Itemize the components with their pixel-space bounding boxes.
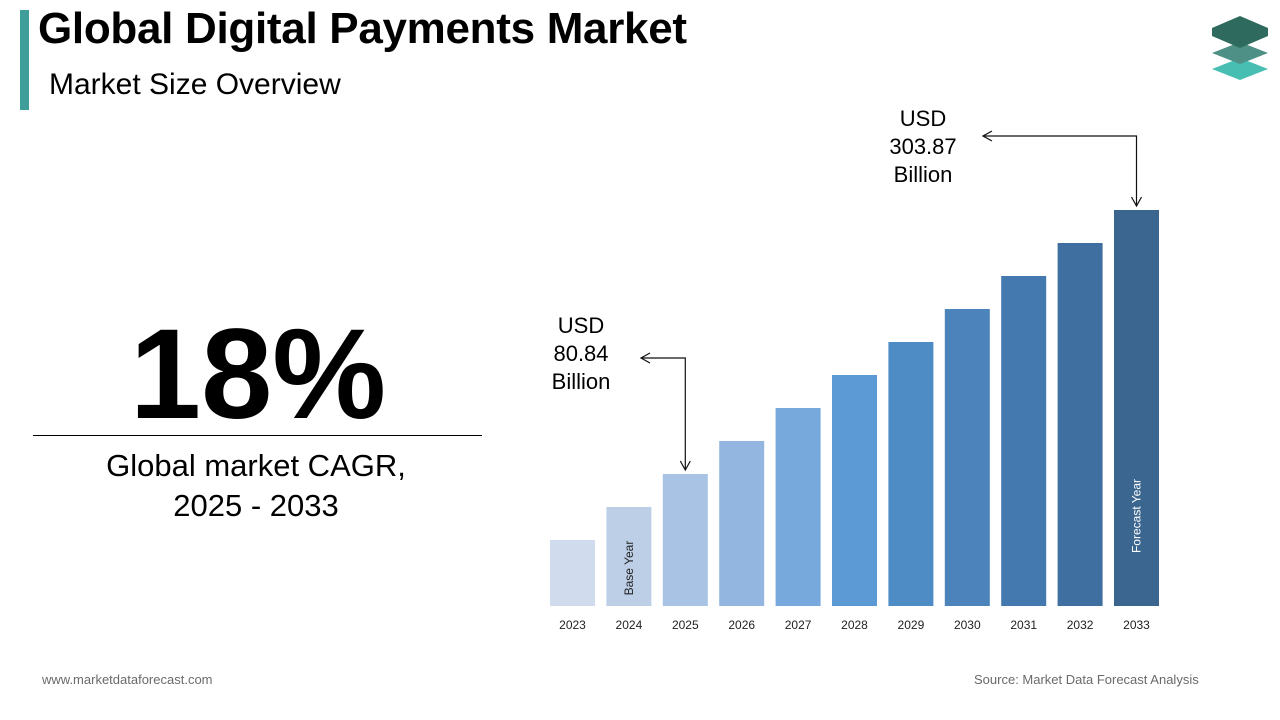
page-title: Global Digital Payments Market	[38, 4, 687, 53]
start-value-connector-arrowhead-left	[639, 352, 651, 364]
end-value-connector-arrowhead-down	[1130, 196, 1143, 208]
x-tick-label-2027: 2027	[785, 618, 812, 632]
x-tick-label-2026: 2026	[728, 618, 755, 632]
bar-label-2033: Forecast Year	[1130, 479, 1144, 553]
start-value-connector-arrowhead-down	[679, 460, 691, 472]
x-tick-label-2032: 2032	[1067, 618, 1094, 632]
end-value-connector-arrowhead-left	[981, 130, 993, 142]
x-tick-label-2024: 2024	[616, 618, 643, 632]
x-tick-label-2028: 2028	[841, 618, 868, 632]
end-value-annotation: USD 303.87 Billion	[873, 105, 973, 189]
cagr-caption-line2: 2025 - 2033	[173, 488, 339, 523]
bar-2026	[719, 441, 765, 606]
x-tick-label-2030: 2030	[954, 618, 981, 632]
stat-divider	[33, 435, 482, 436]
end-value-currency: USD	[899, 106, 947, 131]
end-value-connector-line	[983, 135, 1138, 206]
x-tick-label-2023: 2023	[559, 618, 586, 632]
bar-2029	[888, 342, 934, 606]
x-tick-label-2031: 2031	[1010, 618, 1037, 632]
footer-source: Source: Market Data Forecast Analysis	[974, 672, 1199, 687]
footer-website: www.marketdataforecast.com	[42, 672, 213, 687]
start-value-connector-line	[641, 357, 686, 470]
bar-2024	[606, 507, 652, 606]
bar-label-2024: Base Year	[622, 541, 636, 596]
x-tick-label-2033: 2033	[1123, 618, 1150, 632]
end-value-amount: 303.87	[889, 134, 957, 159]
x-tick-label-2029: 2029	[898, 618, 925, 632]
start-value-currency: USD	[557, 313, 605, 338]
page-subtitle: Market Size Overview	[49, 68, 341, 101]
start-value-amount: 80.84	[553, 341, 609, 366]
bar-2025	[662, 474, 708, 606]
bar-2030	[944, 309, 990, 606]
bar-2027	[775, 408, 821, 606]
bar-2023	[550, 540, 595, 606]
stacked-layers-logo-icon	[1212, 16, 1268, 80]
cagr-caption-line1: Global market CAGR,	[106, 448, 406, 483]
cagr-caption: Global market CAGR, 2025 - 2033	[33, 446, 479, 526]
x-tick-label-2025: 2025	[672, 618, 699, 632]
end-value-unit: Billion	[893, 162, 953, 187]
start-value-annotation: USD 80.84 Billion	[531, 312, 631, 396]
bar-2028	[832, 375, 877, 606]
bar-2032	[1057, 243, 1103, 606]
cagr-value: 18%	[129, 303, 387, 446]
start-value-unit: Billion	[551, 369, 611, 394]
bar-2031	[1001, 276, 1047, 606]
title-accent-bar	[20, 10, 29, 110]
bar-2033	[1114, 210, 1159, 606]
